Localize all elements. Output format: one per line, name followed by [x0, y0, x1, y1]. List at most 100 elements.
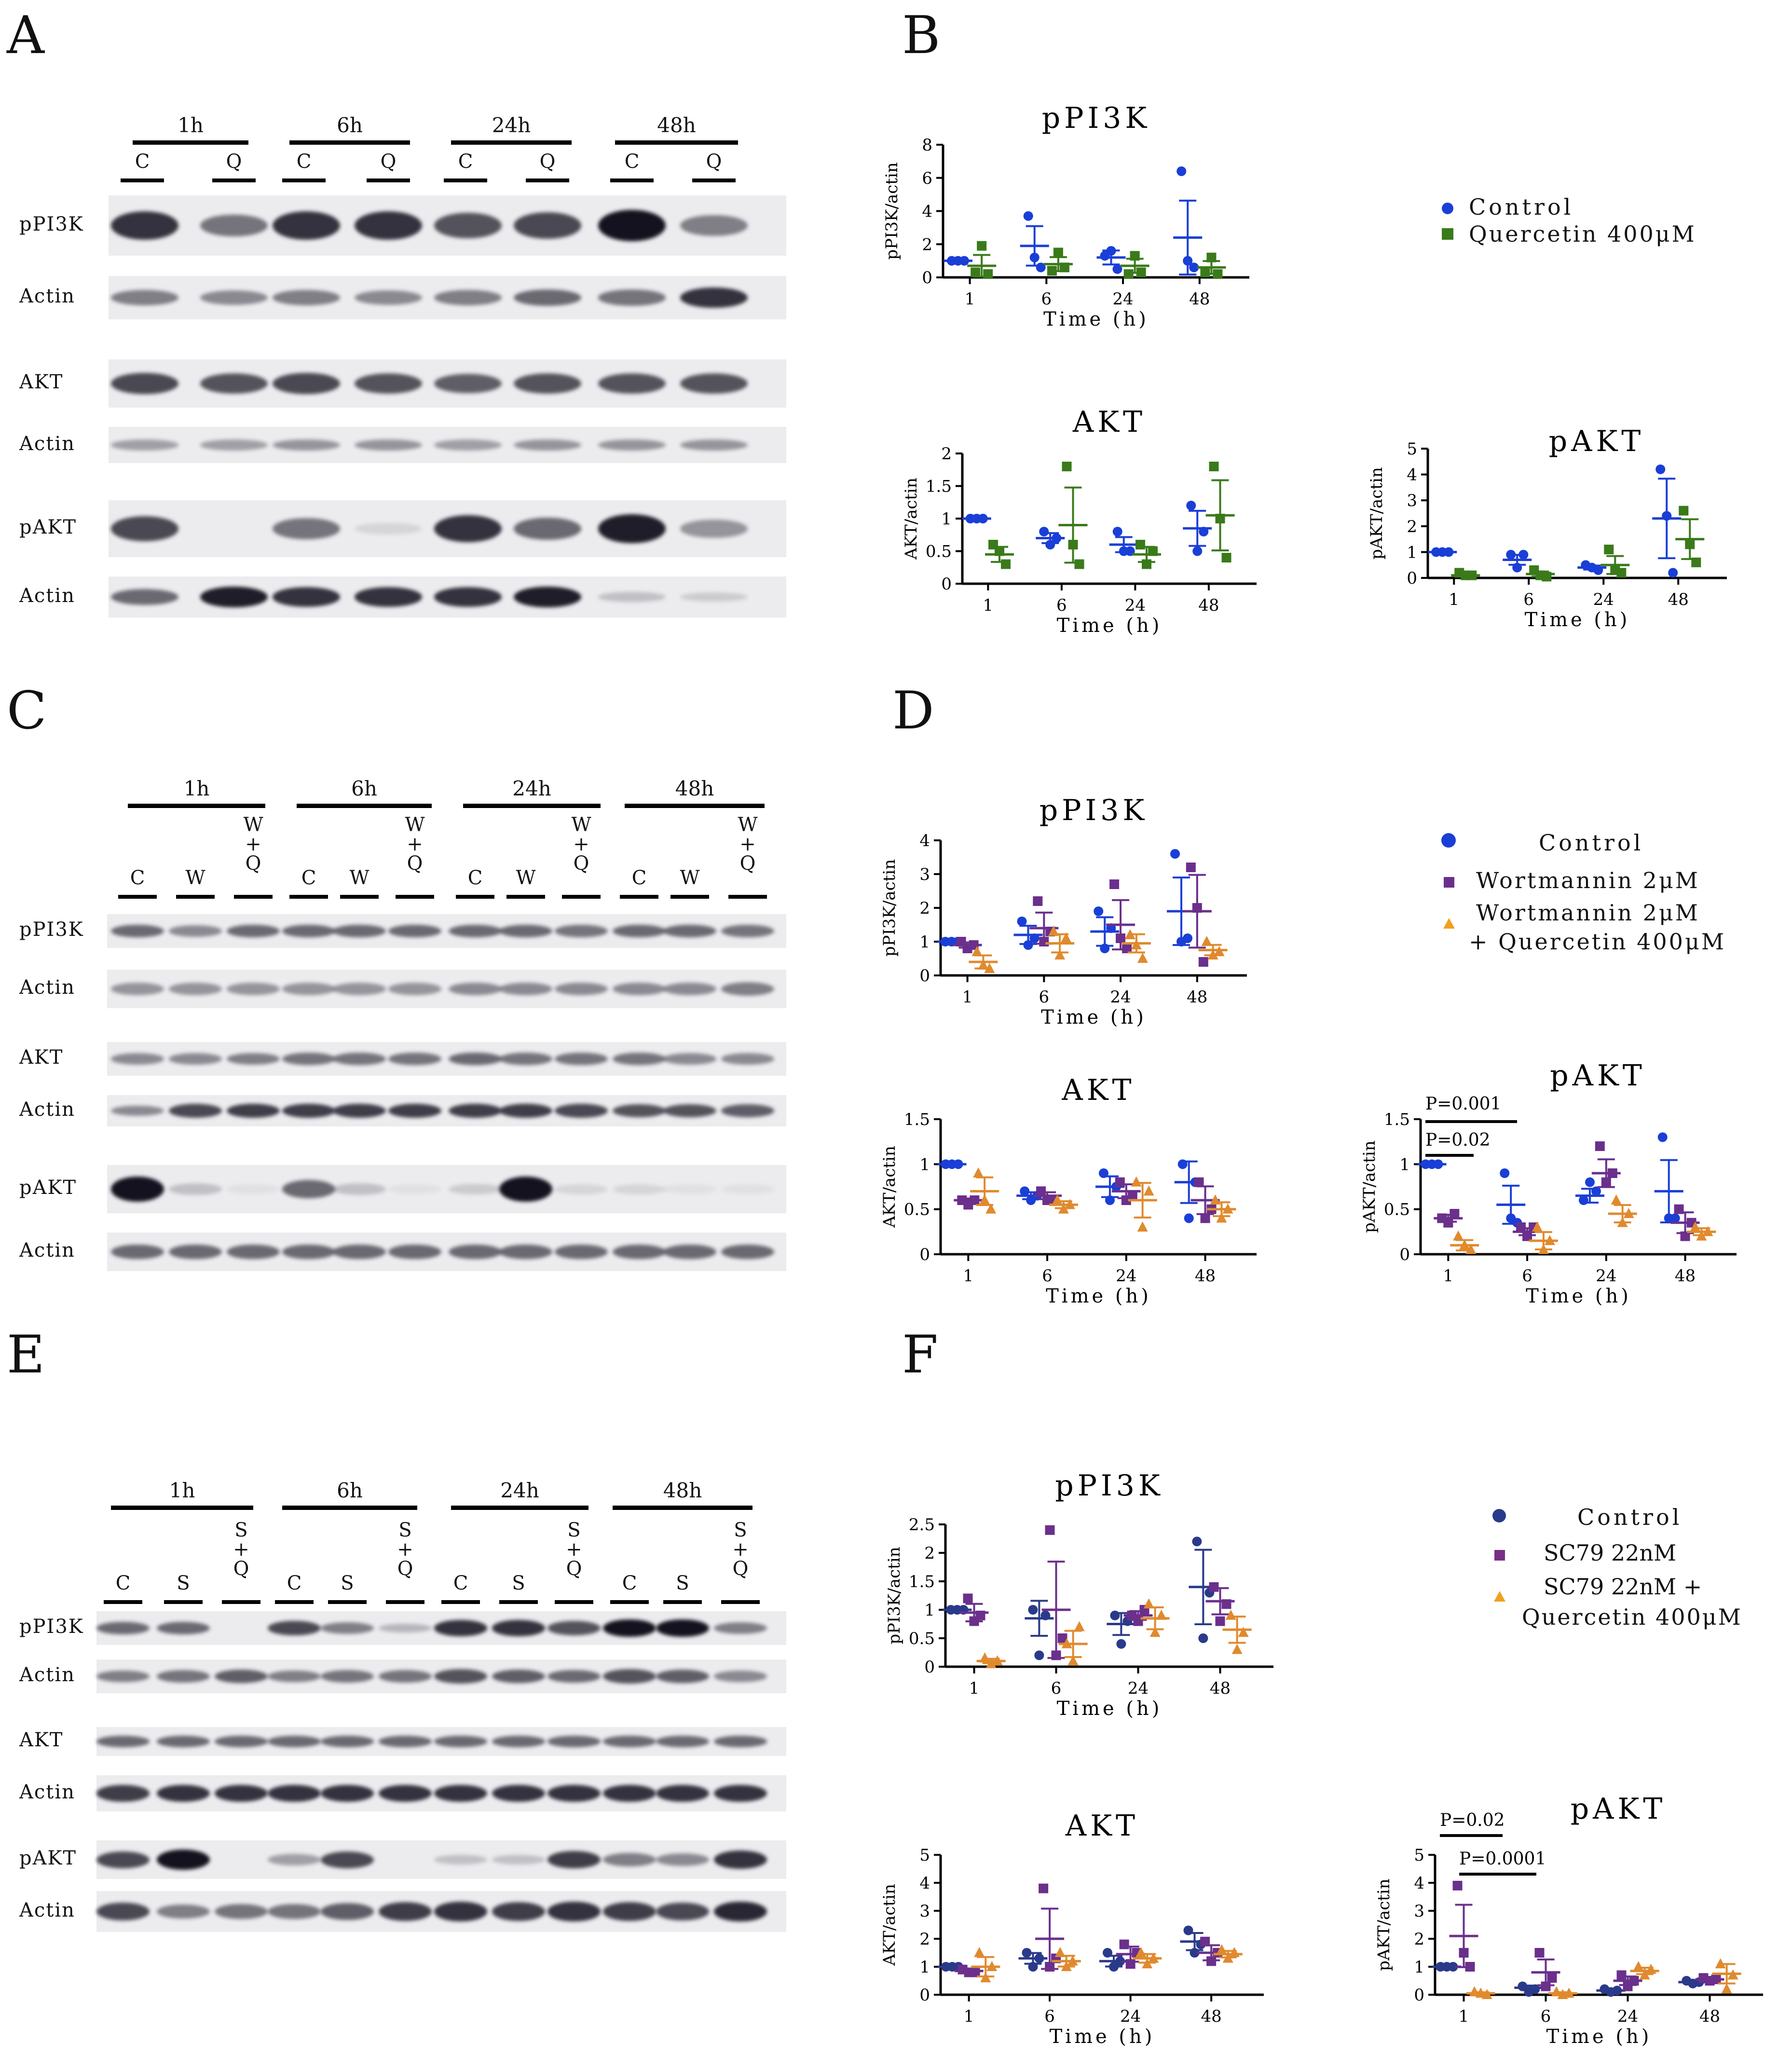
blot-band — [200, 439, 268, 451]
y-axis-label: pAKT/actin — [1374, 1878, 1394, 1971]
blot-band — [547, 1670, 601, 1683]
y-tick-label: 0 — [1414, 1986, 1424, 2005]
blot-band — [603, 1619, 656, 1637]
blot-band — [598, 592, 666, 602]
blot-band — [355, 522, 422, 535]
data-point — [1029, 252, 1040, 262]
y-tick-label: 0 — [1399, 1245, 1410, 1264]
data-point — [1459, 1948, 1469, 1958]
data-point — [1674, 1204, 1684, 1214]
y-tick-label: 3 — [919, 1902, 930, 1921]
data-point — [1033, 896, 1043, 906]
data-point — [1105, 1195, 1115, 1205]
blot-band — [547, 1736, 601, 1747]
blot-band — [434, 213, 502, 238]
time-bracket — [613, 1506, 752, 1510]
blot-band — [555, 982, 608, 996]
row-label: pAKT — [19, 1847, 77, 1869]
blot-band — [434, 587, 502, 607]
lane-bracket — [328, 1600, 367, 1604]
blot-band — [268, 1784, 321, 1802]
data-point — [1028, 1962, 1038, 1972]
blot-band — [227, 1184, 280, 1194]
y-tick-label: 0 — [919, 1245, 930, 1264]
time-bracket — [297, 804, 432, 808]
blot-band — [379, 1623, 432, 1633]
y-tick-label: 1 — [941, 509, 952, 529]
legend-wortmannin-marker — [1444, 877, 1454, 888]
x-axis-label: Time (h) — [1526, 1285, 1631, 1307]
data-point — [1036, 1186, 1046, 1196]
data-point — [1143, 1598, 1154, 1609]
time-label: 48h — [657, 113, 696, 137]
blot-band — [379, 1670, 432, 1683]
data-point — [1534, 1948, 1545, 1958]
data-point — [1685, 539, 1695, 549]
blot-band — [492, 1669, 545, 1684]
legend-quercetin-marker — [1442, 228, 1453, 240]
blot-band — [273, 211, 340, 240]
lane-label: W + Q — [738, 814, 758, 875]
lane-bracket — [386, 1600, 424, 1604]
x-tick-label: 48 — [1198, 596, 1219, 615]
p-value-annotation: P=0.02 — [1425, 1130, 1491, 1150]
blot-band — [321, 1903, 374, 1920]
data-point — [1148, 546, 1158, 556]
time-bracket — [111, 1506, 253, 1510]
blot-membrane — [107, 1042, 786, 1076]
data-point — [1465, 1244, 1477, 1254]
lane-label: Q — [539, 151, 556, 173]
y-tick-label: 0 — [941, 575, 952, 594]
lane-label: C — [624, 151, 640, 173]
time-label: 24h — [512, 777, 551, 800]
blot-band — [157, 1850, 210, 1870]
blot-band — [333, 1244, 386, 1260]
data-point — [1679, 506, 1689, 516]
lane-bracket — [456, 895, 494, 899]
x-tick-label: 48 — [1699, 2007, 1720, 2026]
blot-band — [200, 214, 268, 237]
panel-letter-d: D — [892, 681, 934, 741]
chart-b-pakt: pAKT 0 1 2 3 4 5 1 6 24 48 Time (h) pAKT/actin — [1367, 425, 1727, 631]
y-tick-label: 1.5 — [1384, 1110, 1410, 1129]
x-tick-label: 6 — [1056, 596, 1067, 615]
y-tick-label: 2 — [1407, 517, 1417, 536]
data-point — [1125, 1959, 1135, 1969]
data-point — [1453, 1230, 1464, 1241]
x-tick-label: 1 — [1449, 590, 1459, 609]
lane-bracket — [526, 178, 569, 182]
data-point — [1067, 1655, 1079, 1666]
x-axis-label: Time (h) — [1057, 615, 1163, 637]
x-tick-label: 48 — [1195, 1266, 1216, 1286]
blot-band — [333, 1053, 386, 1065]
blot-band — [434, 1669, 487, 1684]
blot-band — [656, 1669, 709, 1684]
blot-band — [157, 1670, 210, 1683]
data-point — [1443, 1218, 1453, 1228]
chart-f-pakt: pAKT 0 1 2 3 4 5 1 6 24 48 Time (h) pAKT/actin P=0.02… — [1374, 1792, 1763, 2048]
data-point — [1198, 957, 1208, 967]
blot-band — [96, 1670, 150, 1683]
blot-band — [656, 1902, 709, 1921]
row-label: AKT — [19, 371, 64, 393]
blot-band — [499, 1244, 552, 1260]
blot-band — [96, 1785, 150, 1802]
y-tick-label: 0.5 — [1384, 1200, 1410, 1220]
blot-band — [333, 1183, 386, 1195]
blot-band — [379, 1736, 432, 1747]
blot-band — [111, 924, 164, 938]
blot-band — [721, 1053, 774, 1065]
data-point — [1541, 1981, 1551, 1991]
chart-title: pPI3K — [1040, 794, 1148, 827]
lane-bracket — [121, 178, 164, 182]
data-point — [995, 546, 1005, 556]
lane-label: C — [453, 1572, 468, 1594]
x-axis-label: Time (h) — [1525, 609, 1630, 631]
data-point — [1116, 1639, 1126, 1649]
x-tick-label: 24 — [1116, 1266, 1136, 1286]
blot-band — [355, 211, 422, 240]
lane-bracket — [282, 178, 326, 182]
lane-bracket — [234, 895, 273, 899]
